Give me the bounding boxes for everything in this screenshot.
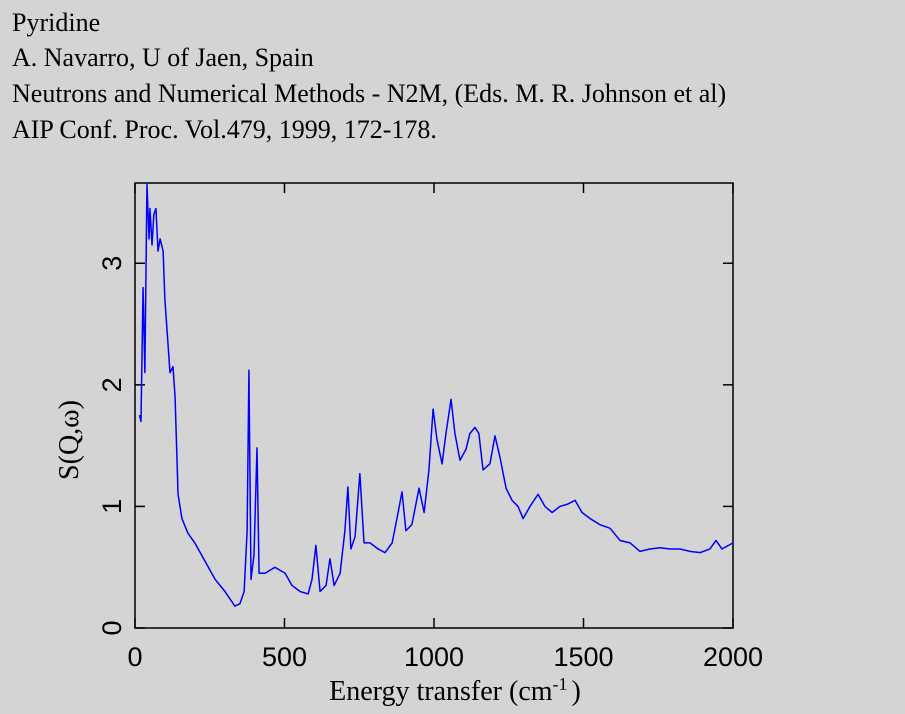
header-line: Neutrons and Numerical Methods - N2M, (E… <box>12 79 726 108</box>
y-tick-label: 2 <box>97 377 127 392</box>
x-tick-label: 1500 <box>553 642 613 672</box>
header-line: A. Navarro, U of Jaen, Spain <box>12 43 314 72</box>
x-tick-label: 2000 <box>703 642 763 672</box>
x-label-sup: -1 <box>553 674 568 694</box>
x-tick-label: 0 <box>127 642 142 672</box>
x-tick-label: 500 <box>262 642 307 672</box>
x-tick-label: 1000 <box>404 642 464 672</box>
x-label-text: Energy transfer (cm <box>329 676 553 707</box>
y-tick-label: 0 <box>97 620 127 635</box>
x-label-suffix: ) <box>572 676 581 707</box>
y-axis-label: S(Q,ω) <box>54 400 85 480</box>
header-line: Pyridine <box>12 8 100 37</box>
header-line: AIP Conf. Proc. Vol.479, 1999, 172-178. <box>12 115 437 144</box>
y-tick-label: 1 <box>97 499 127 514</box>
data-line <box>138 183 734 607</box>
y-tick-label: 3 <box>97 256 127 271</box>
x-axis-label: Energy transfer (cm-1) <box>329 674 581 707</box>
